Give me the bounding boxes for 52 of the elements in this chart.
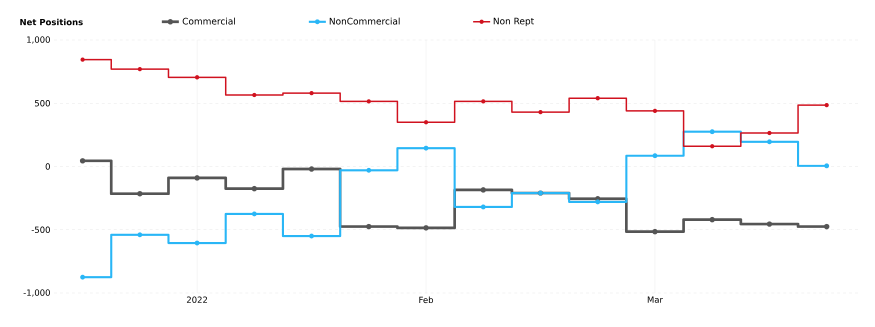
point [709,216,715,222]
point [824,103,829,108]
y-tick-label: 0 [46,163,50,170]
point [710,144,714,148]
point [252,212,257,216]
y-tick-label: -500 [32,226,50,233]
point [766,221,772,227]
point [309,234,314,239]
point [480,204,486,210]
point [308,166,314,172]
point [652,228,658,234]
y-tick-label: 1,000 [27,36,50,44]
point [594,196,600,202]
point [824,224,830,230]
x-tick-label: Feb [419,296,434,304]
point [80,274,86,280]
x-tick-label: Mar [648,296,663,303]
legend-label: Commercial [182,18,235,25]
legend-label: Non Rept [494,18,534,26]
point [309,90,314,96]
x-tick-label: 2022 [186,296,208,303]
point [137,190,143,196]
point [194,240,200,246]
point [481,99,486,104]
point [423,225,429,231]
point [138,66,142,72]
point [824,163,830,168]
point [652,108,658,113]
point [194,75,200,80]
point [710,129,715,134]
point [366,168,372,173]
point [252,92,256,98]
point [137,232,142,238]
point [424,120,428,124]
point [194,175,200,181]
point [424,146,428,151]
point [366,224,372,230]
legend-title: Net Positions [20,18,83,26]
point [596,96,600,100]
point [252,186,258,192]
point [80,57,85,62]
point [538,110,543,114]
y-tick-label: 500 [34,100,50,106]
point [767,139,772,144]
y-tick-label: -1,000 [24,289,50,297]
point [366,99,371,104]
point [652,153,658,158]
legend-label: NonCommercial [330,18,400,25]
point [480,187,486,193]
point [80,158,86,164]
point [595,199,600,204]
point [767,130,772,136]
